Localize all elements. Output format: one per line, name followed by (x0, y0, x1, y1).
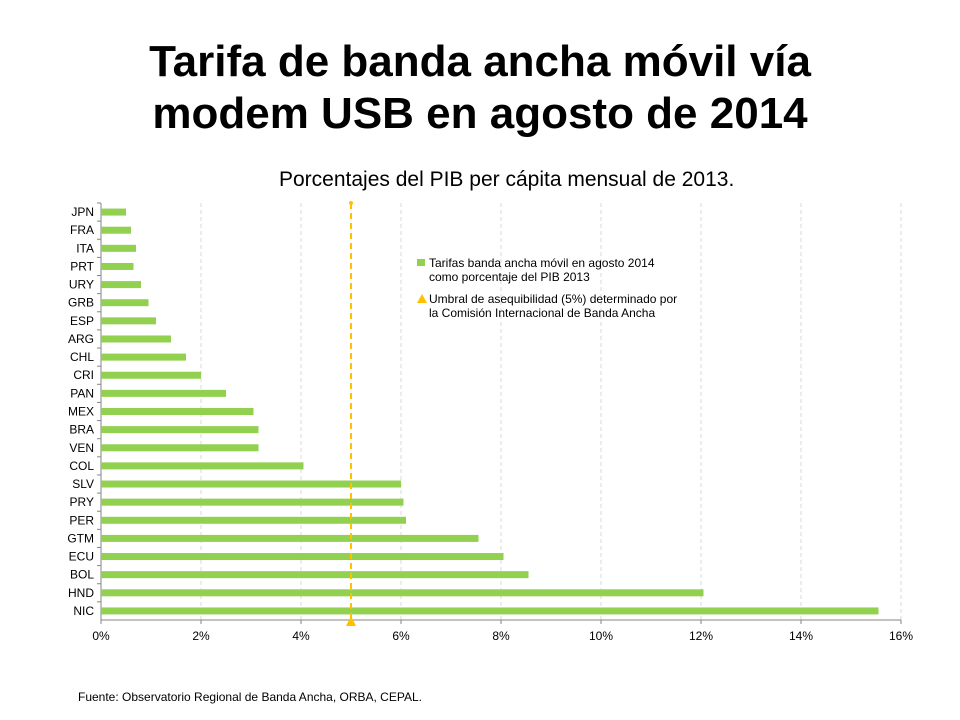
bar (101, 480, 401, 488)
y-tick-label: CHL (70, 350, 94, 364)
bar (101, 607, 879, 615)
y-tick-label: URY (69, 278, 94, 292)
bar (101, 589, 704, 597)
y-tick-label: PRY (70, 495, 94, 509)
y-tick-label: BRA (69, 423, 94, 437)
y-tick-label: ARG (68, 332, 94, 346)
y-tick-label: VEN (69, 441, 94, 455)
y-tick-label: ESP (70, 314, 94, 328)
bar (101, 444, 259, 452)
legend-entry-tarifas: Tarifas banda ancha móvil en agosto 2014… (417, 256, 717, 284)
bar (101, 353, 186, 361)
bar (101, 534, 479, 542)
legend-entry-umbral-line2: la Comisión Internacional de Banda Ancha (429, 306, 656, 320)
bar (101, 498, 404, 506)
y-tick-label: MEX (68, 405, 94, 419)
bar (101, 335, 171, 343)
x-tick-label: 14% (789, 629, 813, 643)
legend-entry-tarifas-line1: Tarifas banda ancha móvil en agosto 2014 (429, 256, 655, 270)
bar (101, 371, 201, 379)
chart-subtitle: Porcentajes del PIB per cápita mensual d… (279, 168, 735, 191)
legend-entry-umbral: Umbral de asequibilidad (5%) determinado… (417, 292, 717, 320)
bar (101, 389, 226, 397)
x-tick-label: 16% (889, 629, 913, 643)
x-tick-label: 10% (589, 629, 613, 643)
y-tick-label: SLV (72, 477, 94, 491)
slide-title-line2: modem USB en agosto de 2014 (152, 89, 808, 138)
y-tick-label: HND (68, 586, 94, 600)
y-tick-label: NIC (73, 604, 94, 618)
y-tick-label: CRI (73, 368, 94, 382)
legend-triangle-swatch (417, 294, 427, 303)
slide-title-line1: Tarifa de banda ancha móvil vía (149, 37, 811, 86)
y-tick-label: PRT (70, 259, 94, 273)
x-tick-label: 4% (292, 629, 310, 643)
bar (101, 281, 141, 289)
bar (101, 244, 136, 252)
slide-title: Tarifa de banda ancha móvil vía modem US… (0, 36, 960, 140)
y-tick-label: PAN (70, 386, 94, 400)
x-tick-label: 0% (92, 629, 110, 643)
x-tick-label: 2% (192, 629, 210, 643)
bar (101, 408, 254, 415)
bar (101, 262, 134, 270)
threshold-top-marker (349, 201, 353, 205)
y-tick-label: PER (69, 513, 94, 527)
y-tick-label: ECU (69, 550, 94, 564)
chart-legend: Tarifas banda ancha móvil en agosto 2014… (417, 256, 717, 328)
bar (101, 462, 304, 470)
y-tick-label: BOL (70, 568, 94, 582)
x-tick-label: 8% (492, 629, 510, 643)
bar (101, 226, 131, 234)
threshold-marker (346, 616, 356, 626)
legend-entry-umbral-line1: Umbral de asequibilidad (5%) determinado… (429, 292, 678, 306)
y-tick-label: ITA (76, 241, 94, 255)
legend-entry-tarifas-line2: como porcentaje del PIB 2013 (429, 270, 590, 284)
source-note: Fuente: Observatorio Regional de Banda A… (78, 690, 422, 704)
y-tick-label: COL (69, 459, 94, 473)
bar (101, 299, 149, 307)
bar (101, 208, 126, 216)
bar (101, 571, 529, 579)
x-tick-label: 12% (689, 629, 713, 643)
y-tick-label: GRB (68, 296, 94, 310)
legend-bar-swatch (417, 259, 425, 266)
bar (101, 516, 406, 524)
y-tick-label: GTM (67, 531, 94, 545)
x-tick-label: 6% (392, 629, 410, 643)
bar (101, 317, 156, 325)
y-tick-label: JPN (71, 205, 94, 219)
bar (101, 553, 504, 561)
bar (101, 426, 259, 434)
y-tick-label: FRA (70, 223, 94, 237)
